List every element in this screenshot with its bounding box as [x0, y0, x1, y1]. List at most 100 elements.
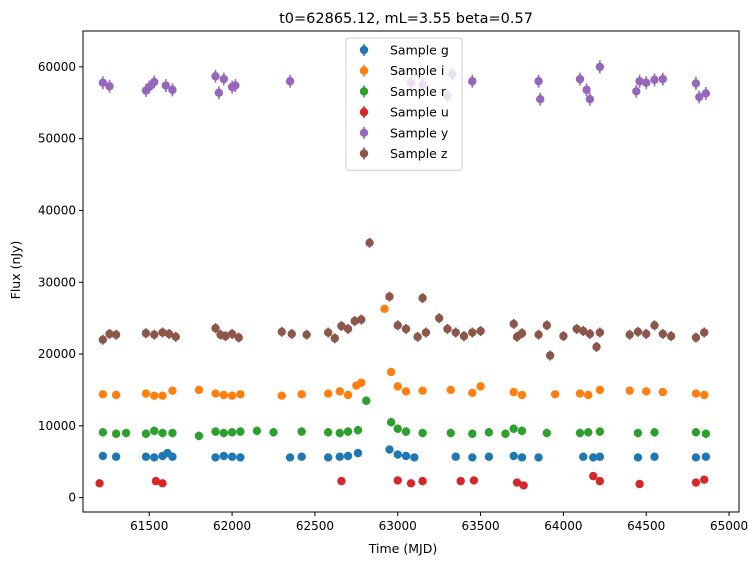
data-point	[476, 326, 485, 336]
data-point	[168, 85, 177, 95]
data-point	[150, 391, 159, 400]
data-point	[227, 428, 237, 437]
data-point	[150, 453, 159, 462]
data-point	[350, 316, 359, 326]
data-point	[595, 62, 605, 72]
data-point	[443, 324, 452, 334]
y-tick-label: 20000	[38, 347, 76, 361]
data-point	[572, 324, 581, 334]
data-point	[111, 330, 121, 339]
data-point	[401, 451, 411, 461]
data-point	[323, 389, 333, 398]
data-point	[501, 429, 510, 438]
data-point	[468, 328, 477, 337]
data-point	[393, 424, 402, 433]
data-point	[468, 429, 477, 438]
data-point	[418, 293, 427, 303]
data-point	[297, 452, 306, 461]
data-point	[401, 387, 411, 396]
data-point	[330, 334, 339, 343]
data-point	[164, 329, 174, 339]
data-point	[545, 351, 555, 360]
data-point	[642, 329, 651, 339]
data-point	[579, 326, 588, 336]
series-sample-g	[98, 445, 711, 462]
x-tick-label: 63000	[379, 519, 417, 533]
data-point	[287, 329, 296, 339]
y-tick-label: 50000	[38, 132, 76, 146]
data-point	[691, 333, 701, 342]
data-point	[575, 74, 585, 84]
data-point	[700, 390, 709, 400]
data-point	[509, 387, 518, 397]
data-point	[357, 378, 366, 387]
legend-marker	[359, 128, 369, 137]
data-point	[691, 389, 701, 398]
legend: Sample g Sample i Sample r Sample u Sample y…	[345, 37, 463, 171]
data-point	[150, 77, 159, 87]
data-point	[219, 428, 229, 438]
data-point	[517, 453, 527, 462]
data-point	[211, 72, 220, 81]
x-tick-label: 61500	[130, 519, 168, 533]
data-point	[446, 428, 455, 438]
data-point	[285, 453, 295, 462]
data-point	[410, 453, 419, 462]
data-point	[585, 329, 595, 339]
data-point	[194, 385, 204, 395]
data-point	[635, 479, 644, 489]
data-point	[111, 452, 121, 461]
data-point	[98, 78, 108, 87]
data-point	[194, 431, 204, 441]
data-point	[393, 321, 402, 330]
data-point	[701, 452, 711, 461]
data-point	[595, 427, 605, 436]
data-point	[269, 428, 278, 437]
data-points	[95, 60, 711, 490]
data-point	[658, 74, 667, 84]
data-point	[691, 428, 701, 437]
data-point	[642, 387, 651, 396]
x-tick-label: 65000	[710, 519, 748, 533]
data-point	[98, 335, 108, 344]
data-point	[105, 329, 114, 339]
legend-label: Sample i	[390, 63, 444, 78]
data-point	[141, 389, 151, 398]
data-point	[353, 425, 363, 435]
data-point	[385, 292, 394, 301]
data-point	[542, 321, 552, 330]
data-point	[105, 82, 114, 91]
data-point	[468, 453, 477, 462]
data-point	[509, 451, 518, 461]
data-point	[579, 452, 588, 461]
data-point	[650, 321, 659, 330]
data-point	[517, 390, 527, 400]
data-point	[476, 382, 485, 391]
data-point	[658, 329, 667, 339]
data-point	[633, 327, 643, 337]
data-point	[343, 427, 353, 436]
data-point	[401, 324, 411, 334]
data-point	[592, 342, 601, 352]
data-point	[221, 331, 230, 341]
data-point	[595, 328, 605, 337]
data-point	[219, 451, 229, 461]
data-point	[534, 330, 543, 339]
data-point	[393, 450, 402, 459]
y-tick-label: 30000	[38, 275, 76, 289]
data-point	[484, 428, 494, 437]
data-point	[343, 324, 353, 334]
data-point	[642, 78, 651, 87]
data-point	[141, 329, 151, 338]
data-point	[406, 479, 416, 488]
legend-label: Sample y	[390, 125, 449, 140]
data-point	[700, 328, 709, 337]
data-point	[234, 333, 243, 342]
data-point	[589, 453, 598, 462]
data-point	[161, 81, 171, 90]
data-point	[98, 390, 108, 399]
data-point	[236, 453, 245, 462]
data-point	[595, 385, 605, 395]
data-point	[519, 481, 528, 490]
data-point	[227, 329, 237, 339]
